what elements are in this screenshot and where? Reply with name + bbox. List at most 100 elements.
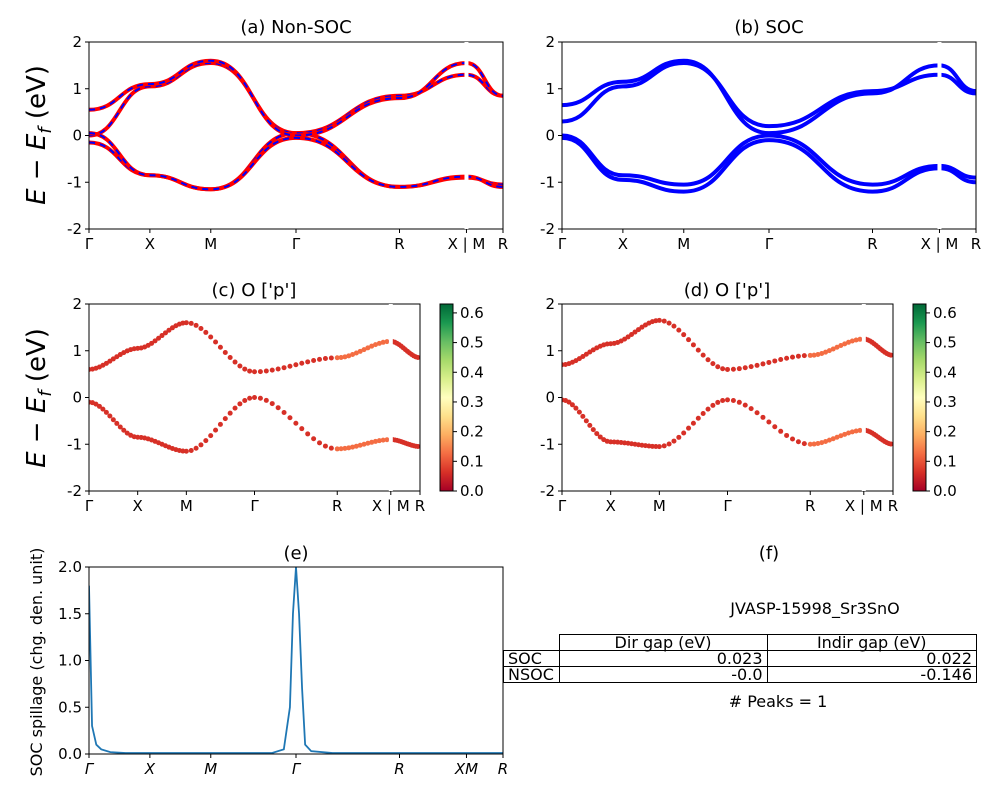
band-point (819, 440, 825, 446)
band-point (666, 320, 672, 326)
band-point (222, 416, 228, 422)
band-point (656, 444, 662, 450)
band-point (311, 436, 317, 442)
band-point (838, 433, 844, 439)
band-point (217, 344, 223, 350)
band-point (365, 345, 371, 351)
x-tick-label: X (133, 497, 143, 515)
band-point (754, 362, 760, 368)
band-line (562, 135, 976, 194)
axes-frame-c (88, 303, 421, 492)
gap-table-container: Dir gap (eV) Indir gap (eV) SOC 0.023 0.… (503, 634, 977, 683)
band-point (193, 322, 199, 328)
band-point (690, 342, 696, 348)
band-point (156, 335, 162, 341)
band-point (361, 441, 367, 447)
band-point (311, 358, 317, 364)
x-tick-label: Γ (765, 235, 774, 253)
band-point (162, 330, 168, 336)
band-point (671, 323, 677, 329)
band-point (830, 346, 836, 352)
band-point (257, 395, 263, 401)
band-point (784, 355, 790, 361)
band-point (801, 353, 807, 359)
x-tick-label: R (888, 497, 898, 515)
band-point (705, 357, 711, 363)
y-tick-label: 0 (545, 389, 555, 407)
band-point (784, 432, 790, 438)
band-point (213, 339, 219, 345)
band-point (695, 347, 701, 353)
header-indir-gap: Indir gap (eV) (766, 634, 977, 651)
y-tick-label: -2 (540, 220, 555, 238)
band-point (269, 401, 275, 407)
band-point (742, 365, 748, 371)
x-tick-label: M (677, 235, 690, 253)
x-tick-label: X | M (372, 497, 410, 515)
band-point (346, 353, 352, 359)
band-point (222, 349, 228, 355)
band-point (857, 427, 863, 433)
y-tick-label: 1 (72, 342, 82, 360)
table-row: NSOC -0.0 -0.146 (503, 666, 977, 683)
band-point (299, 426, 305, 432)
band-point (730, 366, 736, 372)
y-tick-label: -2 (67, 220, 82, 238)
y-tick-label: -1 (67, 435, 82, 453)
band-point (232, 359, 238, 365)
band-point (676, 434, 682, 440)
panel-d-title: (d) O ['p'] (684, 280, 770, 301)
band-point (834, 344, 840, 350)
ylabel-energy-subscript: f (35, 388, 56, 397)
band-point (632, 329, 638, 335)
axes-c: -2 -1 0 1 2 Γ X M Γ R X | M R (67, 295, 425, 515)
band-point (322, 443, 328, 449)
band-point (317, 356, 323, 362)
band-point (247, 395, 253, 401)
band-point (287, 363, 293, 369)
band-point (203, 438, 209, 444)
band-point (149, 340, 155, 346)
band-point (736, 366, 742, 372)
x-tick-label: X | M (448, 235, 486, 253)
band-point (100, 406, 106, 412)
band-point (342, 354, 348, 360)
band-point (384, 437, 390, 443)
band-point (183, 448, 189, 454)
band-point (888, 352, 893, 358)
band-line (562, 61, 976, 129)
band-point (384, 339, 390, 345)
band-point (103, 409, 109, 415)
band-point (257, 369, 263, 375)
band-point (700, 352, 706, 358)
band-point (790, 354, 796, 360)
ylabel-energy-top: E − Ef (eV) (22, 65, 56, 205)
dir-gap-cell: -0.0 (558, 666, 768, 683)
band-line-dashed (89, 62, 503, 137)
band-point (415, 443, 420, 449)
band-point (372, 438, 378, 444)
colorbar-c (439, 303, 454, 492)
band-point (293, 420, 299, 426)
band-point (686, 425, 692, 431)
band-point (357, 348, 363, 354)
band-point (681, 430, 687, 436)
band-point (653, 444, 659, 450)
band-point (819, 350, 825, 356)
band-point (736, 399, 742, 405)
band-point (823, 438, 829, 444)
y-tick-label: 2 (545, 33, 555, 51)
band-point (580, 413, 586, 419)
ylabel-energy-text: E − E (22, 396, 52, 468)
band-point (834, 434, 840, 440)
band-point (217, 421, 223, 427)
band-point (117, 424, 123, 430)
band-point (252, 369, 257, 375)
x-tick-label: Γ (292, 760, 302, 778)
band-point (710, 402, 716, 408)
band-point (203, 329, 209, 335)
colorbar-tick-label: 0.6 (460, 304, 484, 322)
y-tick-label: 2.0 (58, 558, 82, 576)
band-point (815, 352, 821, 358)
